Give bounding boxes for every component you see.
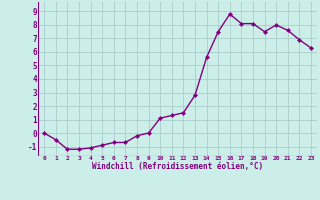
- X-axis label: Windchill (Refroidissement éolien,°C): Windchill (Refroidissement éolien,°C): [92, 162, 263, 171]
